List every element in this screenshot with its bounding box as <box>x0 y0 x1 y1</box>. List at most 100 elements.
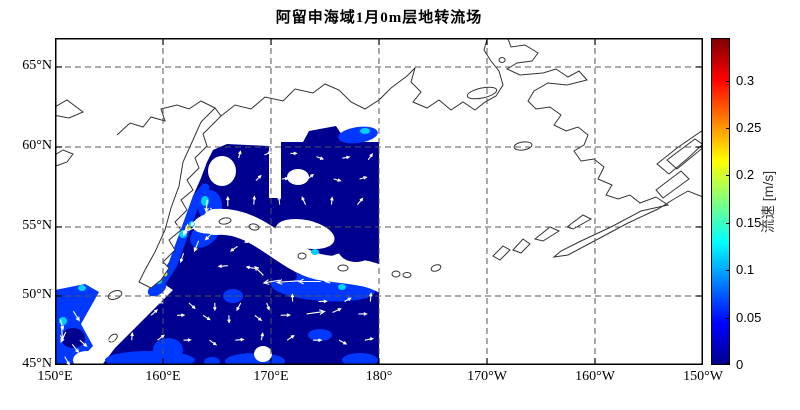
current-vector-arrow <box>264 151 273 156</box>
speed-patch-0.05-0.1 <box>342 353 378 365</box>
current-vector-arrow <box>316 156 325 160</box>
current-vector-arrow <box>157 334 165 341</box>
chart-title: 阿留申海域1月0m层地转流场 <box>275 10 483 26</box>
current-vector-arrow <box>188 302 196 310</box>
island-coastline <box>107 290 123 300</box>
map-plot-area <box>55 38 703 365</box>
current-vector-arrow <box>280 313 291 317</box>
current-vector-arrow <box>290 151 298 156</box>
current-vector-arrow <box>227 315 231 324</box>
island-coastline <box>218 217 232 225</box>
island-coastline <box>108 333 118 343</box>
current-vector-arrow <box>332 308 342 314</box>
current-vector-arrow <box>338 339 348 345</box>
current-vector-arrow <box>209 339 218 346</box>
colorbar-tick-label: 0.05 <box>736 309 762 325</box>
colorbar <box>711 38 730 365</box>
current-vector-arrow <box>301 196 307 205</box>
island-coastline <box>498 57 506 63</box>
current-vector-arrow <box>286 240 294 266</box>
colorbar-tick-label: 0.1 <box>736 262 755 278</box>
colorbar-tick-mark <box>726 222 730 224</box>
colorbar-tick-label: 0.25 <box>736 120 762 136</box>
y-tick-label: 55°N <box>22 218 52 233</box>
y-tick-label: 60°N <box>22 138 52 153</box>
aleutian-chain-nodata-band <box>202 208 400 295</box>
current-vector-arrow <box>60 331 67 343</box>
colorbar-axis-label: 流速 [m/s] <box>757 38 779 365</box>
current-vector-arrow <box>348 269 360 284</box>
current-vector-arrow <box>183 338 192 342</box>
colorbar-tick-mark <box>726 80 730 82</box>
colorbar-axis-label-text: 流速 [m/s] <box>760 170 777 233</box>
current-vector-arrow <box>260 332 264 341</box>
current-vector-arrow <box>254 314 263 322</box>
island-coastline <box>391 270 401 278</box>
current-vector-arrow <box>153 300 164 305</box>
island-coastline <box>655 170 690 199</box>
current-vector-arrow <box>229 245 238 252</box>
island-coastline <box>492 245 511 261</box>
current-vector-arrow <box>313 338 323 342</box>
current-vector-arrow <box>286 334 295 341</box>
current-vector-arrow <box>280 251 291 256</box>
island-coastline <box>565 214 593 230</box>
current-vector-arrow <box>361 268 372 275</box>
speed-patch-0.05-0.1 <box>308 329 332 341</box>
current-vector-arrow <box>245 265 255 270</box>
current-vector-arrow <box>364 337 375 341</box>
current-vector-arrow <box>171 224 182 229</box>
island-coastline <box>430 264 442 272</box>
speed-patch-0.05-0.1 <box>204 357 220 365</box>
speed-patch-0.05-0.1 <box>223 289 243 303</box>
coastline <box>55 149 74 167</box>
current-vector-arrow <box>367 153 373 161</box>
island-coastline <box>513 141 533 151</box>
current-vector-arrow <box>290 293 295 302</box>
current-vector-arrow <box>204 199 209 214</box>
x-tick-label: 170°W <box>467 369 507 384</box>
coastline <box>505 38 703 258</box>
current-vector-arrow <box>369 292 373 302</box>
current-vector-arrow <box>123 315 127 324</box>
current-vector-arrow <box>193 240 200 253</box>
coastline <box>220 38 504 117</box>
current-vector-arrow <box>235 337 245 342</box>
current-vector-arrow <box>356 197 364 205</box>
speed-patch-0.1-0.15 <box>201 196 209 206</box>
current-vector-arrow <box>238 150 242 159</box>
current-vector-arrow <box>210 207 216 217</box>
speed-patch-0.1-0.15 <box>360 128 370 134</box>
current-vector-arrow <box>154 266 163 278</box>
speed-patch-0.1-0.15 <box>78 285 86 291</box>
current-vector-arrow <box>307 173 315 180</box>
current-vector-arrow <box>358 312 368 316</box>
current-vector-arrow <box>71 343 80 354</box>
nodata-white-patch <box>208 156 236 186</box>
current-vector-arrow <box>297 278 321 285</box>
current-vector-arrow <box>295 231 305 261</box>
current-vector-arrow <box>266 302 270 311</box>
x-tick-label: 160°W <box>575 369 615 384</box>
x-tick-label: 170°E <box>253 369 289 384</box>
current-vector-arrow <box>75 352 82 362</box>
x-tick-label: 160°E <box>145 369 181 384</box>
current-vector-arrow <box>318 299 328 304</box>
current-vector-arrow <box>227 172 232 183</box>
island-coastline <box>512 238 531 254</box>
island-coastline <box>666 138 703 170</box>
colorbar-tick-mark <box>726 175 730 177</box>
current-vector-arrow <box>59 319 65 331</box>
current-vector-arrow <box>324 278 341 284</box>
colorbar-tick-label: 0.2 <box>736 167 755 183</box>
coastline <box>55 99 84 119</box>
colorbar-tick-label: 0.3 <box>736 72 755 88</box>
current-vector-arrow <box>342 155 351 160</box>
current-vector-arrow <box>135 302 140 313</box>
colorbar-tick-mark <box>726 317 730 319</box>
current-vector-arrow <box>225 195 230 207</box>
current-vector-arrow <box>79 339 88 348</box>
nodata-white-patch <box>287 169 309 185</box>
kamchatka-peninsula-coastline <box>138 107 222 289</box>
